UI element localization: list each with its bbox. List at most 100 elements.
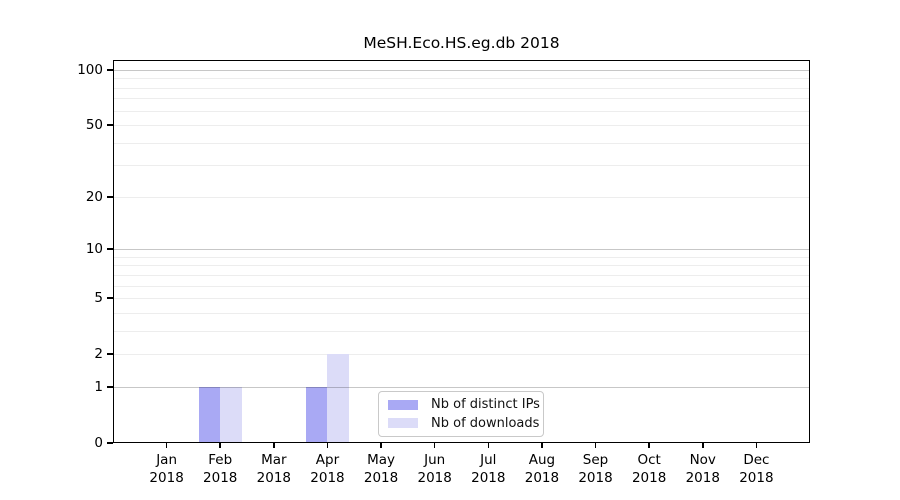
y-tick-label: 1 <box>94 378 103 395</box>
year-label: 2018 <box>631 470 667 486</box>
y-tick-mark <box>107 353 113 355</box>
major-gridline <box>113 386 810 388</box>
minor-gridlines <box>113 60 810 443</box>
year-label: 2018 <box>739 470 774 486</box>
x-tick-label: Mar 2018 <box>246 451 302 487</box>
minor-gridline <box>113 274 810 276</box>
minor-gridline <box>113 110 810 112</box>
x-tick-label: Jun 2018 <box>407 451 463 487</box>
y-tick-mark <box>107 386 113 388</box>
minor-gridline <box>113 78 810 80</box>
year-label: 2018 <box>203 470 238 486</box>
x-tick-mark <box>219 443 221 448</box>
major-gridline <box>113 70 810 71</box>
y-tick-mark <box>107 69 113 71</box>
minor-gridline <box>113 125 810 127</box>
x-tick-label: Aug 2018 <box>514 451 570 487</box>
x-tick-label: Apr 2018 <box>299 451 355 487</box>
minor-gridline <box>113 142 810 144</box>
minor-gridline <box>113 265 810 267</box>
y-tick-label: 50 <box>85 117 103 134</box>
x-tick-mark <box>273 443 275 448</box>
bar-distinct-ips <box>306 386 328 443</box>
x-tick-mark <box>755 443 758 448</box>
x-tick-mark <box>487 443 490 448</box>
x-tick-label: Nov 2018 <box>675 451 731 487</box>
x-tick-label: Dec 2018 <box>728 451 784 487</box>
x-tick-mark <box>326 443 329 448</box>
legend-entry: Nb of downloads <box>388 416 539 431</box>
y-tick-label: 2 <box>94 346 103 363</box>
month-label: Aug <box>528 452 556 468</box>
legend-entry: Nb of distinct IPs <box>388 397 540 412</box>
bar-downloads <box>220 386 242 443</box>
x-tick-label: Oct 2018 <box>621 451 677 487</box>
x-tick-mark <box>165 443 168 448</box>
minor-gridline <box>113 285 810 287</box>
month-label: Nov <box>689 452 716 468</box>
month-label: Jul <box>480 452 497 468</box>
month-label: Jun <box>424 452 446 468</box>
y-tick-label: 100 <box>77 62 103 78</box>
year-label: 2018 <box>471 470 506 486</box>
year-label: 2018 <box>685 470 720 486</box>
bar-distinct-ips <box>198 386 221 443</box>
minor-gridline <box>113 98 810 100</box>
y-tick-mark <box>107 442 113 444</box>
month-label: Oct <box>637 452 661 468</box>
y-tick-mark <box>107 196 113 198</box>
month-label: Jan <box>156 452 178 468</box>
y-tick-mark <box>107 124 113 126</box>
minor-gridline <box>113 312 810 314</box>
x-tick-mark <box>594 443 597 448</box>
minor-gridline <box>113 298 810 300</box>
legend-swatch-distinct-ips <box>388 399 418 410</box>
month-label: Sep <box>582 452 609 468</box>
year-label: 2018 <box>256 470 292 486</box>
bar-downloads <box>327 354 349 443</box>
minor-gridline <box>113 87 810 89</box>
minor-gridline <box>113 354 810 356</box>
y-tick-mark <box>107 297 113 299</box>
month-label: May <box>367 452 396 468</box>
x-tick-mark <box>380 443 382 448</box>
legend: Nb of distinct IPs Nb of downloads <box>378 391 544 437</box>
y-tick-mark <box>107 248 113 250</box>
plot-area <box>113 60 810 443</box>
month-label: Mar <box>261 452 287 468</box>
y-tick-label: 0 <box>94 435 103 451</box>
chart-title: MeSH.Eco.HS.eg.db 2018 <box>363 34 560 52</box>
x-tick-mark <box>433 443 436 448</box>
minor-gridline <box>113 196 810 198</box>
minor-gridline <box>113 256 810 258</box>
x-tick-label: Sep 2018 <box>568 451 624 487</box>
year-label: 2018 <box>578 470 613 486</box>
year-label: 2018 <box>149 470 184 486</box>
x-tick-label: Jan 2018 <box>139 451 195 487</box>
year-label: 2018 <box>524 470 560 486</box>
x-tick-mark <box>702 443 704 448</box>
x-tick-label: Feb 2018 <box>192 451 248 487</box>
y-tick-label: 5 <box>94 290 103 307</box>
month-label: Dec <box>743 452 770 468</box>
major-gridline <box>113 249 810 251</box>
y-tick-label: 10 <box>85 241 103 258</box>
month-label: Feb <box>208 452 233 468</box>
legend-label: Nb of distinct IPs <box>431 397 540 413</box>
x-tick-label: May 2018 <box>353 451 409 487</box>
y-tick-label: 20 <box>85 188 103 205</box>
minor-gridline <box>113 165 810 167</box>
bars-layer <box>113 60 810 443</box>
month-label: Apr <box>315 452 340 468</box>
year-label: 2018 <box>363 470 399 486</box>
legend-swatch-downloads <box>388 418 418 429</box>
x-tick-mark <box>648 443 650 448</box>
minor-gridline <box>113 330 810 332</box>
x-tick-mark <box>541 443 543 448</box>
year-label: 2018 <box>310 470 345 486</box>
year-label: 2018 <box>417 470 452 486</box>
major-gridlines <box>113 60 810 443</box>
legend-label: Nb of downloads <box>431 415 540 431</box>
x-tick-label: Jul 2018 <box>460 451 516 487</box>
